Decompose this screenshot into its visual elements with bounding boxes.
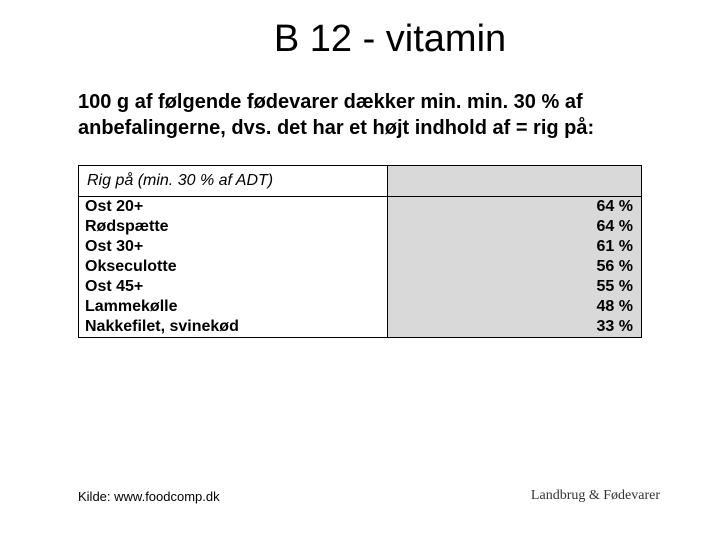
food-name: Ost 45+ — [79, 277, 388, 297]
table-row: Okseculotte 56 % — [79, 257, 641, 277]
food-value: 64 % — [388, 197, 641, 217]
food-value: 33 % — [388, 317, 641, 337]
table-row: Ost 45+ 55 % — [79, 277, 641, 297]
food-name: Rødspætte — [79, 217, 388, 237]
food-name: Nakkefilet, svinekød — [79, 317, 388, 337]
food-value: 64 % — [388, 217, 641, 237]
table-row: Ost 30+ 61 % — [79, 237, 641, 257]
slide: B 12 - vitamin 100 g af følgende fødevar… — [0, 0, 720, 540]
header-value — [388, 166, 641, 196]
food-name: Ost 30+ — [79, 237, 388, 257]
table-row: Rødspætte 64 % — [79, 217, 641, 237]
food-name: Lammekølle — [79, 297, 388, 317]
table-row: Nakkefilet, svinekød 33 % — [79, 317, 641, 337]
page-title: B 12 - vitamin — [120, 18, 660, 61]
food-value: 55 % — [388, 277, 641, 297]
table-row: Ost 20+ 64 % — [79, 197, 641, 217]
header-label: Rig på (min. 30 % af ADT) — [79, 166, 388, 196]
source-text: Kilde: www.foodcomp.dk — [78, 489, 220, 504]
table-row: Lammekølle 48 % — [79, 297, 641, 317]
food-name: Okseculotte — [79, 257, 388, 277]
food-value: 61 % — [388, 237, 641, 257]
nutrition-table: Rig på (min. 30 % af ADT) Ost 20+ 64 % R… — [78, 165, 642, 338]
food-value: 56 % — [388, 257, 641, 277]
brand-text: Landbrug & Fødevarer — [531, 488, 660, 504]
footer: Kilde: www.foodcomp.dk Landbrug & Fødeva… — [78, 488, 660, 504]
food-name: Ost 20+ — [79, 197, 388, 217]
food-value: 48 % — [388, 297, 641, 317]
table-header-row: Rig på (min. 30 % af ADT) — [79, 166, 641, 197]
intro-paragraph: 100 g af følgende fødevarer dækker min. … — [78, 89, 642, 141]
